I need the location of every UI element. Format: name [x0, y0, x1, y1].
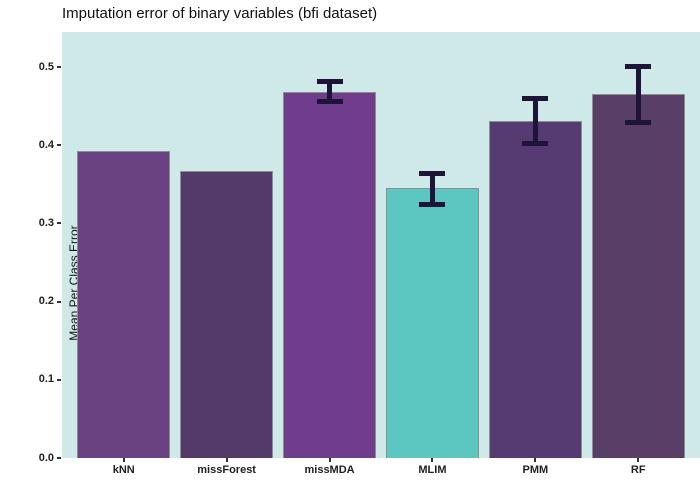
error-bar-line-PMM — [532, 98, 538, 145]
error-bar-line-missMDA — [327, 81, 333, 103]
y-tick-label: 0.1 — [38, 373, 54, 386]
error-bar-cap-bottom-missMDA — [316, 99, 343, 105]
chart-title: Imputation error of binary variables (bf… — [62, 5, 378, 22]
y-tick-mark — [57, 300, 61, 303]
y-tick-label: 0.4 — [38, 138, 54, 151]
x-tick-label-kNN: kNN — [112, 464, 135, 476]
bar-missForest — [180, 171, 274, 458]
bar-kNN — [77, 151, 171, 458]
x-tick-mark — [225, 458, 228, 462]
error-bar-line-MLIM — [429, 172, 435, 206]
x-tick-mark — [328, 458, 331, 462]
y-tick-mark — [57, 144, 61, 147]
y-tick-mark — [57, 66, 61, 68]
y-tick-label: 0.3 — [38, 216, 54, 229]
y-tick-mark — [57, 378, 61, 381]
bar-RF — [591, 94, 685, 458]
x-tick-label-RF: RF — [630, 464, 646, 476]
error-bar-cap-top-PMM — [522, 96, 549, 102]
y-tick-mark — [57, 457, 61, 459]
x-tick-mark — [637, 458, 640, 462]
x-tick-label-missMDA: missMDA — [304, 464, 355, 476]
y-tick-label: 0.5 — [38, 60, 54, 73]
error-bar-cap-top-RF — [625, 64, 652, 70]
x-tick-mark — [122, 458, 125, 462]
x-tick-label-missForest: missForest — [197, 464, 256, 476]
error-bar-cap-bottom-RF — [625, 119, 652, 125]
x-tick-label-MLIM: MLIM — [418, 464, 447, 476]
x-tick-mark — [431, 458, 434, 462]
error-bar-line-RF — [635, 66, 641, 123]
y-tick-label: 0.0 — [38, 451, 54, 464]
x-tick-mark — [534, 458, 537, 462]
error-bar-cap-top-MLIM — [419, 170, 446, 176]
bar-PMM — [488, 120, 582, 458]
x-tick-label-PMM: PMM — [522, 464, 549, 476]
error-bar-cap-top-missMDA — [316, 79, 343, 85]
bar-missMDA — [283, 92, 377, 458]
error-bar-cap-bottom-PMM — [522, 141, 549, 147]
bar-MLIM — [385, 188, 479, 458]
y-tick-label: 0.2 — [38, 295, 54, 308]
error-bar-cap-bottom-MLIM — [419, 202, 446, 208]
y-tick-mark — [57, 222, 61, 225]
